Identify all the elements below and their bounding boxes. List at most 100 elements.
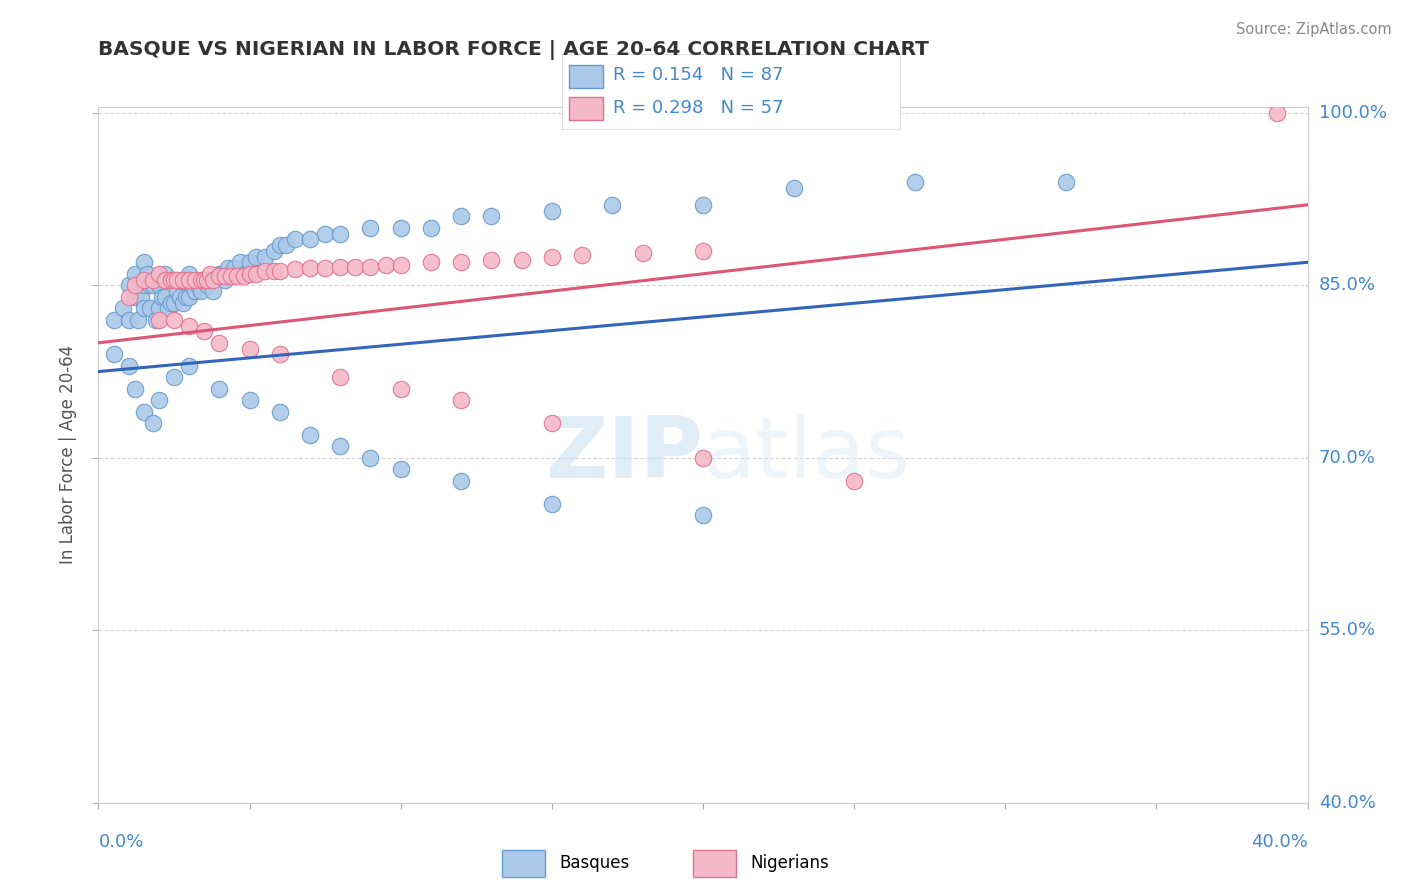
Point (245, 250, 267, 264)
Point (163, 272, 186, 286)
Point (450, 255, 472, 269)
Point (329, 260, 352, 274)
Point (160, 272, 183, 286)
Point (299, 427, 322, 442)
Point (419, 220, 441, 235)
Point (299, 232, 322, 246)
Point (148, 267, 170, 281)
Point (190, 272, 212, 286)
Point (389, 220, 412, 235)
Point (142, 278, 165, 293)
Point (631, 246, 654, 260)
Point (253, 264, 276, 278)
Point (274, 238, 297, 252)
Point (132, 255, 155, 269)
Point (208, 335, 231, 350)
Text: BASQUE VS NIGERIAN IN LABOR FORCE | AGE 20-64 CORRELATION CHART: BASQUE VS NIGERIAN IN LABOR FORCE | AGE … (98, 40, 929, 60)
Point (692, 450, 714, 465)
Point (450, 209, 472, 223)
Point (239, 267, 262, 281)
Point (142, 417, 165, 431)
Point (389, 462, 412, 476)
Point (195, 278, 218, 293)
Text: 40.0%: 40.0% (1251, 833, 1308, 851)
Point (263, 264, 285, 278)
Point (142, 272, 165, 286)
Point (602, 198, 624, 212)
Point (344, 260, 367, 274)
Point (224, 260, 246, 275)
Bar (569, 65, 603, 87)
Point (148, 278, 170, 293)
Bar (569, 97, 603, 120)
Point (389, 382, 412, 396)
Point (239, 255, 262, 269)
Point (232, 267, 254, 281)
Point (156, 301, 179, 316)
Point (193, 324, 215, 338)
Point (208, 267, 231, 281)
Point (1054, 175, 1077, 189)
Point (132, 272, 155, 286)
Point (124, 290, 146, 304)
Point (245, 267, 267, 281)
Point (148, 313, 170, 327)
Point (284, 232, 307, 246)
Point (232, 269, 254, 284)
Point (163, 313, 186, 327)
Point (139, 278, 162, 293)
Point (103, 313, 125, 327)
Point (118, 359, 141, 373)
Point (214, 269, 236, 284)
Point (571, 248, 593, 262)
Text: Basques: Basques (560, 854, 630, 872)
Point (160, 295, 183, 310)
Point (360, 220, 382, 235)
Point (510, 252, 533, 267)
Point (172, 272, 194, 286)
Point (135, 267, 157, 281)
Point (269, 238, 291, 252)
Point (450, 474, 472, 488)
Text: atlas: atlas (703, 413, 911, 497)
Point (177, 290, 201, 304)
Point (163, 272, 186, 286)
Point (202, 272, 225, 286)
Point (124, 382, 146, 396)
Point (208, 269, 231, 284)
Point (374, 258, 396, 272)
Point (118, 290, 141, 304)
Point (540, 203, 562, 218)
Point (153, 267, 176, 281)
Point (481, 209, 503, 223)
Text: R = 0.154   N = 87: R = 0.154 N = 87 (613, 66, 783, 85)
Point (782, 180, 804, 194)
Point (540, 497, 562, 511)
Point (169, 290, 191, 304)
Point (329, 370, 352, 384)
Point (450, 393, 472, 408)
Point (193, 272, 215, 286)
Text: 55.0%: 55.0% (1319, 622, 1376, 640)
Point (200, 267, 222, 281)
Point (239, 393, 262, 408)
Point (111, 301, 134, 316)
Point (187, 278, 209, 293)
Point (148, 393, 170, 408)
Point (904, 175, 927, 189)
Point (132, 405, 155, 419)
Point (329, 439, 352, 453)
Text: 70.0%: 70.0% (1319, 449, 1375, 467)
Point (202, 284, 225, 298)
Text: 85.0%: 85.0% (1319, 277, 1375, 294)
Point (329, 227, 352, 241)
Point (153, 272, 176, 286)
Point (129, 290, 152, 304)
Point (208, 382, 231, 396)
Text: 0.0%: 0.0% (98, 833, 143, 851)
Point (124, 278, 146, 293)
Text: Source: ZipAtlas.com: Source: ZipAtlas.com (1236, 22, 1392, 37)
Point (481, 252, 503, 267)
Point (200, 272, 222, 286)
Point (360, 450, 382, 465)
